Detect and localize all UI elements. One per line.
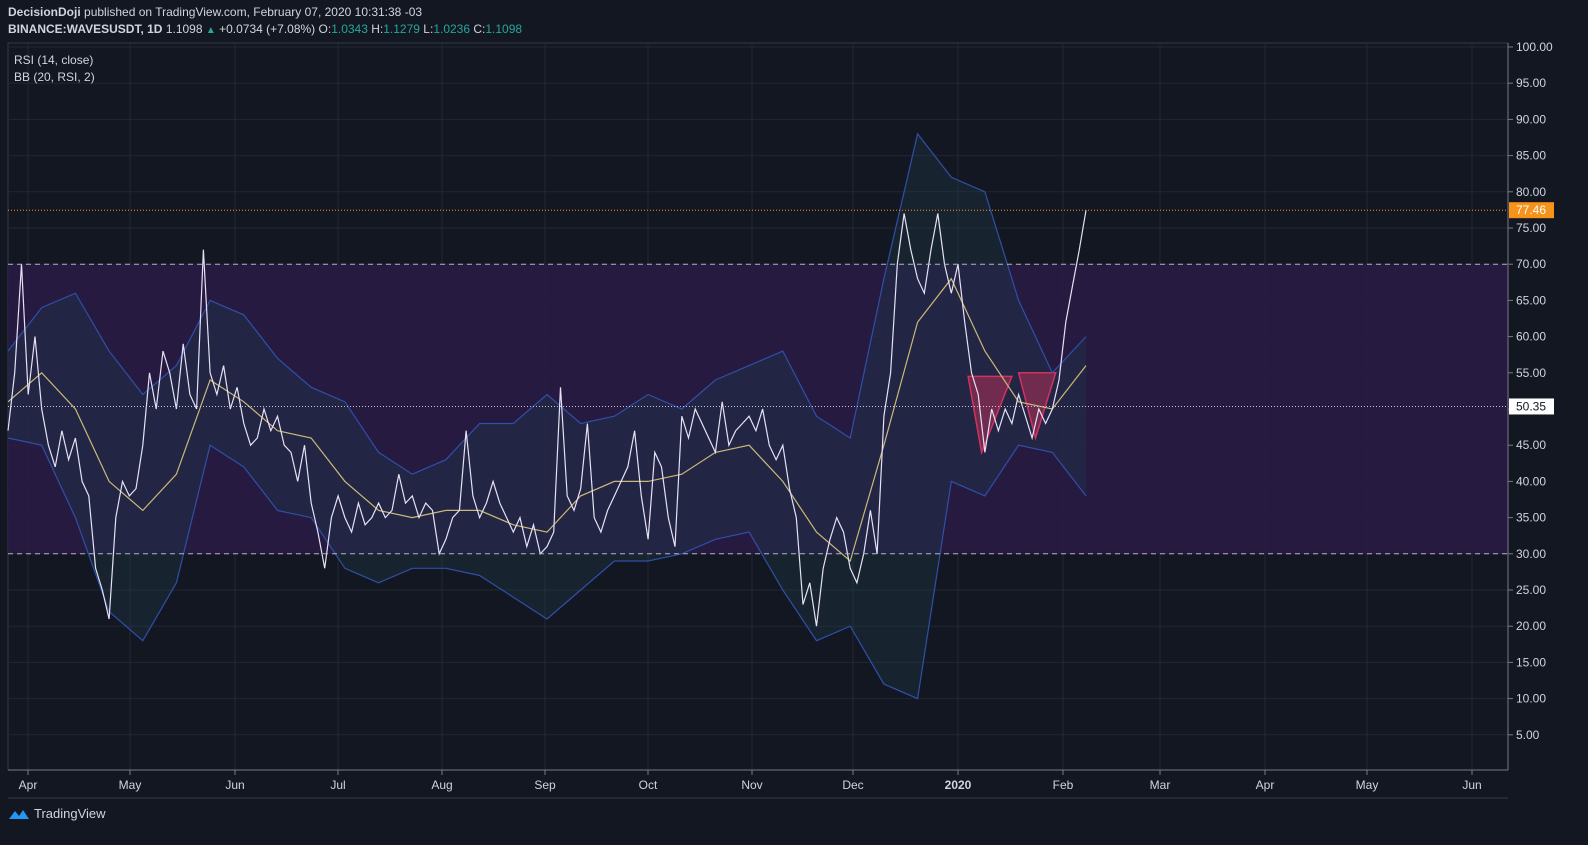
y-tick-label: 25.00 (1516, 583, 1546, 597)
rsi-band (8, 264, 1508, 554)
series-lines (7, 132, 1087, 700)
tradingview-logo-icon (9, 809, 29, 819)
x-tick-label: Jun (225, 778, 244, 792)
bb-upper-line (7, 132, 1087, 475)
x-tick-label: Jul (330, 778, 345, 792)
close-value: 1.1098 (485, 22, 523, 36)
high-label: H: (371, 22, 384, 36)
x-tick-label: Nov (741, 778, 762, 792)
y-tick-label: 60.00 (1516, 330, 1546, 344)
symbol-line: BINANCE:WAVESUSDT, 1D 1.1098 ▲ +0.0734 (… (8, 22, 522, 36)
bb-band-area (8, 133, 1086, 699)
price-badges: 77.46 50.35 (1509, 202, 1554, 415)
bb-fill (8, 133, 1086, 699)
symbol-label[interactable]: BINANCE:WAVESUSDT, 1D (8, 22, 163, 36)
pattern-left-shoulder (967, 375, 1014, 456)
low-label: L: (423, 22, 434, 36)
close-label: C: (473, 22, 486, 36)
x-tick-label: Aug (431, 778, 452, 792)
y-tick-label: 95.00 (1516, 76, 1546, 90)
y-tick-label: 40.00 (1516, 474, 1546, 488)
publish-info: published on TradingView.com, February 0… (84, 5, 423, 19)
price-change: +0.0734 (+7.08%) (219, 22, 316, 36)
mid-value-badge-bg (1509, 398, 1554, 415)
bb-lower-line (7, 437, 1087, 700)
y-tick-label: 100.00 (1516, 40, 1553, 54)
x-tick-label: Sep (534, 778, 556, 792)
legend-bb[interactable]: BB (20, RSI, 2) (14, 70, 95, 84)
y-tick-label: 75.00 (1516, 221, 1546, 235)
rsi-line (7, 210, 1087, 627)
last-price: 1.1098 (165, 22, 203, 36)
x-tick-label: Oct (639, 778, 658, 792)
y-tick-label: 90.00 (1516, 112, 1546, 126)
x-tick-label: Feb (1053, 778, 1074, 792)
current-value-badge-bg (1509, 202, 1554, 219)
x-tick-label: 2020 (945, 778, 972, 792)
x-tick-label: Dec (842, 778, 863, 792)
mid-value-badge: 50.35 (1516, 399, 1546, 413)
current-value-badge: 77.46 (1516, 203, 1546, 217)
y-tick-label: 35.00 (1516, 511, 1546, 525)
y-tick-label: 70.00 (1516, 257, 1546, 271)
bb-basis-line (7, 277, 1087, 563)
footer-brand[interactable]: TradingView (8, 806, 106, 821)
author-name[interactable]: DecisionDoji (8, 5, 81, 19)
x-axis[interactable]: Apr May Jun Jul Aug Sep Oct Nov Dec 2020 Feb Mar Apr… (8, 769, 1508, 799)
x-tick-label: May (1356, 778, 1379, 792)
y-tick-label: 5.00 (1516, 728, 1540, 742)
x-tick-label: Apr (19, 778, 38, 792)
brand-name: TradingView (34, 806, 106, 821)
y-tick-label: 65.00 (1516, 293, 1546, 307)
legend-rsi[interactable]: RSI (14, close) (14, 53, 94, 67)
publish-line: DecisionDoji published on TradingView.co… (8, 5, 422, 19)
x-tick-label: Mar (1150, 778, 1171, 792)
up-arrow-icon: ▲ (205, 25, 216, 36)
y-tick-label: 45.00 (1516, 438, 1546, 452)
y-tick-label: 20.00 (1516, 619, 1546, 633)
low-value: 1.0236 (433, 22, 471, 36)
y-tick-label: 10.00 (1516, 692, 1546, 706)
x-tick-label: Jun (1462, 778, 1481, 792)
open-label: O: (318, 22, 332, 36)
y-tick-label: 85.00 (1516, 149, 1546, 163)
y-tick-label: 55.00 (1516, 366, 1546, 380)
y-tick-label: 30.00 (1516, 547, 1546, 561)
y-tick-label: 15.00 (1516, 655, 1546, 669)
level-lines (8, 209, 1508, 555)
y-axis[interactable]: 100.00 95.00 90.00 85.00 80.00 75.00 70.00 65.0… (1507, 40, 1553, 770)
y-tick-label: 80.00 (1516, 185, 1546, 199)
open-value: 1.0343 (331, 22, 368, 36)
high-value: 1.1279 (383, 22, 420, 36)
x-tick-label: Apr (1256, 778, 1275, 792)
x-tick-label: May (119, 778, 142, 792)
